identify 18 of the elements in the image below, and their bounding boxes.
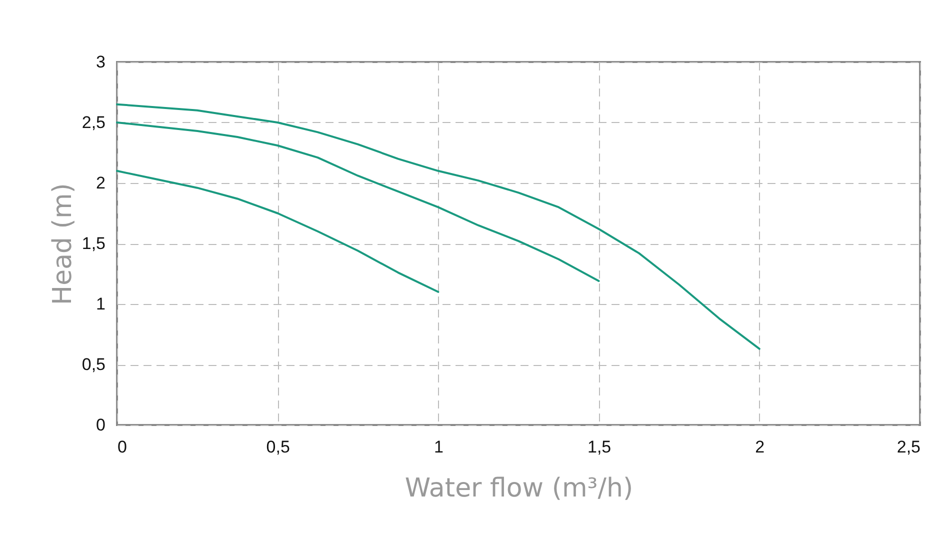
y-tick-label: 0 (96, 416, 106, 434)
x-tick-label: 1 (434, 438, 444, 456)
y-tick-label: 2,5 (82, 113, 106, 132)
x-axis-title: Water flow (m³/h) (404, 474, 634, 504)
y-tick-label: 3 (96, 52, 106, 72)
x-tick-label: 0 (118, 438, 127, 456)
line-series (116, 122, 600, 282)
y-tick-label: 2 (96, 174, 106, 192)
line-series (116, 170, 440, 293)
x-tick-label: 2,5 (896, 438, 920, 456)
x-tick-label: 2 (755, 438, 765, 456)
y-tick-label: 0,5 (82, 355, 106, 374)
x-tick-label: 0,5 (266, 438, 290, 456)
line-series (116, 103, 760, 350)
x-tick-label: 1,5 (587, 438, 612, 456)
y-tick-label: 1 (96, 294, 106, 314)
y-axis-title: Head (m) (48, 183, 78, 305)
y-tick-label: 1,5 (82, 234, 106, 253)
